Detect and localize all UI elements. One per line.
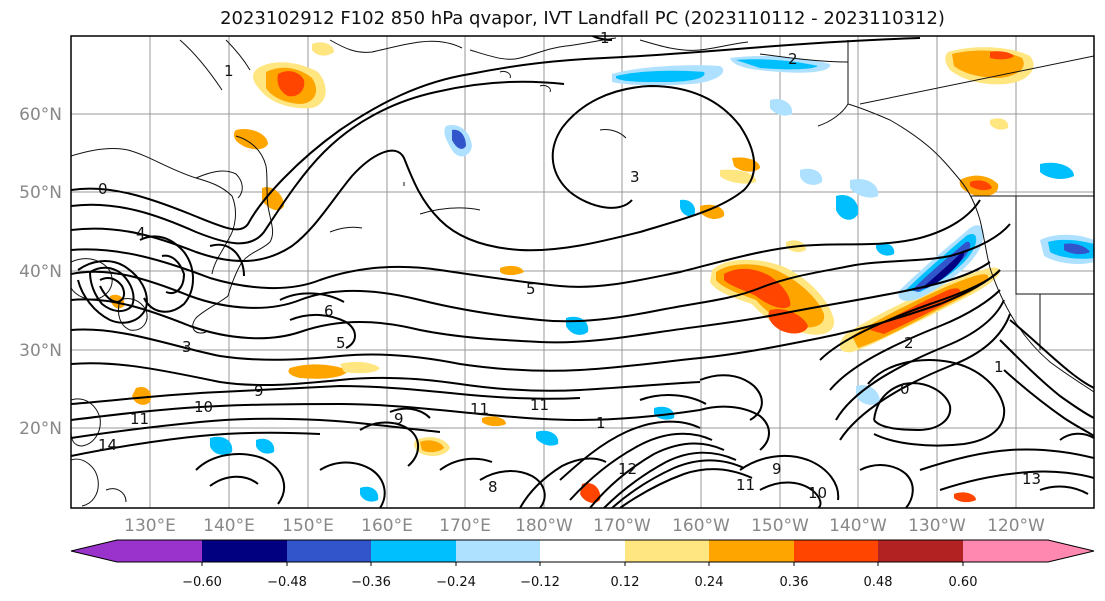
contour-label: 2: [788, 50, 798, 68]
contour-label: 14: [98, 436, 117, 454]
colorbar-segment: [540, 540, 625, 562]
colorbar-tick-label: 0.48: [864, 575, 893, 590]
colorbar-outline: [70, 539, 1095, 563]
contour-labels: 1 2 3 0 5 6 5 3 9 10 11 14 9 11 12 8 11 …: [98, 29, 1041, 502]
lat-label: 30°N: [19, 341, 62, 361]
lat-label: 40°N: [19, 262, 62, 282]
contour-label: 1: [600, 29, 610, 47]
colorbar-tick-label: 0.12: [611, 575, 640, 590]
negative-anomaly-patches: [210, 56, 1094, 502]
contour-label: 2: [904, 334, 914, 352]
contour-label: 8: [488, 478, 498, 496]
lon-label: 150°W: [751, 516, 809, 536]
contour-label: 11: [470, 400, 489, 418]
colorbar-tick-label: −0.48: [267, 575, 307, 590]
lat-label: 60°N: [19, 105, 62, 125]
lon-label: 180°W: [515, 516, 573, 536]
colorbar-segment: [625, 540, 709, 562]
longitude-labels: 130°E 140°E 150°E 160°E 170°E 180°W 170°…: [124, 516, 1045, 536]
contour-label: 0: [98, 180, 108, 198]
lon-label: 140°W: [829, 516, 887, 536]
contour-label: 10: [194, 398, 213, 416]
contour-label: 3: [630, 168, 640, 186]
lon-label: 170°E: [439, 516, 491, 536]
colorbar-segment: [456, 540, 540, 562]
colorbar-arrow-high: [963, 540, 1094, 562]
contour-label: 6: [324, 302, 334, 320]
contour-label: 13: [1022, 470, 1041, 488]
contour-label: 11: [530, 396, 549, 414]
lon-label: 160°W: [672, 516, 730, 536]
colorbar-tick-label: 0.24: [695, 575, 724, 590]
contour-label: 0: [900, 380, 910, 398]
contour-label: 9: [772, 460, 782, 478]
graticule: [71, 36, 1094, 508]
contour-label: 5: [526, 280, 536, 298]
contour-label: 1: [596, 414, 606, 432]
colorbar-tick-label: 0.60: [949, 575, 978, 590]
lat-label: 50°N: [19, 183, 62, 203]
lon-label: 170°W: [593, 516, 651, 536]
lon-label: 150°E: [282, 516, 334, 536]
colorbar-segment: [878, 540, 963, 562]
lon-label: 130°E: [124, 516, 176, 536]
contour-label: 3: [182, 338, 192, 356]
colorbar-segment: [709, 540, 794, 562]
contour-label: 1: [994, 358, 1004, 376]
contour-label: 9: [254, 382, 264, 400]
contour-label: 1: [224, 62, 234, 80]
colorbar-tick-label: −0.24: [436, 575, 476, 590]
lon-label: 140°E: [203, 516, 255, 536]
contour-label: 11: [736, 476, 755, 494]
colorbar-segment: [371, 540, 456, 562]
contour-label: 12: [618, 460, 637, 478]
contour-label: 5: [336, 334, 346, 352]
colorbar-tick-labels: −0.60 −0.48 −0.36 −0.24 −0.12 0.12 0.24 …: [182, 575, 977, 590]
latitude-labels: 60°N 50°N 40°N 30°N 20°N: [19, 105, 62, 439]
contour-lines: [71, 36, 1094, 508]
coastlines: [71, 37, 1094, 507]
lon-label: 160°E: [361, 516, 413, 536]
contour-label: 11: [130, 410, 149, 428]
colorbar-tick-label: −0.36: [351, 575, 391, 590]
contour-label: 4: [136, 224, 146, 242]
contour-label: 10: [808, 484, 827, 502]
colorbar-tick-label: −0.60: [182, 575, 222, 590]
contour-label: 9: [394, 410, 404, 428]
colorbar-segment: [794, 540, 878, 562]
lat-label: 20°N: [19, 419, 62, 439]
colorbar-segment: [287, 540, 371, 562]
colorbar-tick-label: −0.12: [520, 575, 560, 590]
colorbar-tick-label: 0.36: [780, 575, 809, 590]
map-border: [70, 35, 1095, 509]
colorbar: [70, 539, 1095, 566]
lon-label: 130°W: [908, 516, 966, 536]
colorbar-arrow-low: [71, 540, 202, 562]
lon-label: 120°W: [987, 516, 1045, 536]
figure-title: 2023102912 F102 850 hPa qvapor, IVT Land…: [220, 8, 945, 29]
colorbar-segment: [202, 540, 287, 562]
